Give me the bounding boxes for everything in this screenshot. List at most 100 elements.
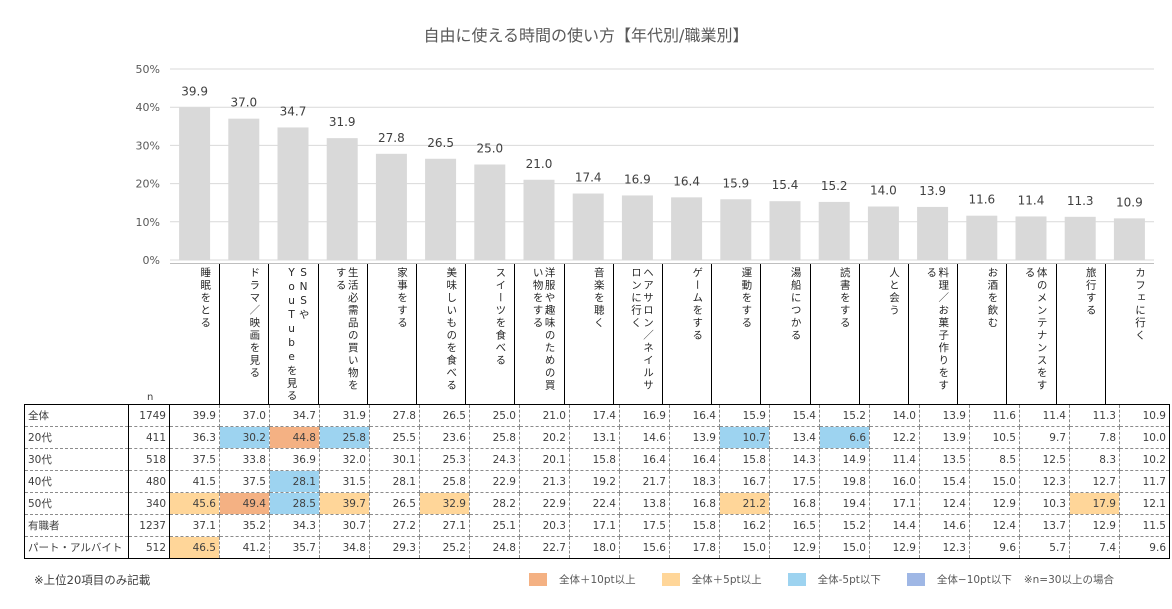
legend-footnote: ※n=30以上の場合 bbox=[1023, 574, 1114, 586]
table-cell: 9.6 bbox=[969, 536, 1020, 559]
category-label: 美味しいものを食べる bbox=[416, 264, 465, 405]
category-label: お酒を飲む bbox=[957, 264, 1006, 405]
bar bbox=[769, 201, 801, 260]
category-label-text: 運動をする bbox=[740, 267, 753, 330]
table-cell: 27.1 bbox=[419, 514, 470, 537]
bar-value-label: 11.3 bbox=[1067, 194, 1094, 208]
y-tick-label: 10% bbox=[136, 216, 160, 229]
table-cell: 14.3 bbox=[769, 448, 820, 471]
table-cell: 22.7 bbox=[519, 536, 570, 559]
table-cell: 20.1 bbox=[519, 448, 570, 471]
category-label-text: ヘアサロン／ネイルサロンに行く bbox=[629, 267, 654, 392]
table-cell: 25.1 bbox=[469, 514, 520, 537]
table-cell: 17.5 bbox=[619, 514, 670, 537]
category-label: ゲームをする bbox=[662, 264, 711, 405]
category-label: 読書をする bbox=[809, 264, 859, 405]
table-cell: 37.1 bbox=[169, 514, 220, 537]
legend-label: 全体−10pt以下 bbox=[936, 574, 1012, 586]
table-cell: 46.5 bbox=[169, 536, 220, 559]
bar bbox=[326, 138, 358, 260]
table-cell: 21.3 bbox=[519, 470, 570, 493]
bar bbox=[1064, 216, 1096, 260]
table-cell: 25.3 bbox=[419, 448, 470, 471]
bar bbox=[277, 127, 309, 260]
table-cell: 15.8 bbox=[669, 514, 720, 537]
table-row: 30代 518 37.5 33.8 36.9 32.0 30.1 25.3 24.3 20.1 15… bbox=[24, 448, 1170, 471]
table-cell: 32.9 bbox=[419, 492, 470, 515]
bar bbox=[474, 164, 506, 260]
y-tick-label: 40% bbox=[136, 101, 160, 114]
table-cell: 15.8 bbox=[719, 448, 770, 471]
bar-chart: 0% 10% 20% 30% 40% 50% 39.9 37.0 34.7 31.9 27.8 26.… bbox=[136, 63, 1154, 267]
table-cell: 25.5 bbox=[369, 426, 420, 449]
table-cell: 13.1 bbox=[569, 426, 620, 449]
category-label-text: 体のメンテナンスをする bbox=[1023, 267, 1048, 392]
table-cell: 19.4 bbox=[819, 492, 870, 515]
table-cell: 8.3 bbox=[1069, 448, 1120, 471]
row-n: 340 bbox=[128, 492, 170, 515]
table-cell: 36.9 bbox=[269, 448, 320, 471]
table-cell: 17.5 bbox=[769, 470, 820, 493]
table-cell: 15.0 bbox=[969, 470, 1020, 493]
chart-title: 自由に使える時間の使い方【年代別/職業別】 bbox=[423, 26, 749, 45]
table-cell: 17.4 bbox=[569, 404, 620, 427]
table-cell: 26.5 bbox=[369, 492, 420, 515]
bar-value-label: 37.0 bbox=[230, 96, 257, 110]
category-label-text: 美味しいものを食べる bbox=[445, 267, 458, 392]
bar bbox=[671, 197, 703, 260]
table-cell: 34.8 bbox=[319, 536, 370, 559]
category-label: 音楽を聴く bbox=[563, 264, 613, 405]
bar-value-label: 10.9 bbox=[1116, 195, 1143, 209]
row-label: パート・アルバイト bbox=[24, 536, 129, 559]
table-row: パート・アルバイト 512 46.5 41.2 35.7 34.8 29.3 25.2 24.8… bbox=[24, 536, 1170, 559]
row-n: 518 bbox=[128, 448, 170, 471]
table-row: 20代 411 36.3 30.2 44.8 25.8 25.5 23.6 25.8 20.2 13… bbox=[24, 426, 1170, 449]
table-cell: 6.6 bbox=[819, 426, 870, 449]
y-tick-label: 20% bbox=[136, 178, 160, 191]
table-cell: 12.4 bbox=[969, 514, 1020, 537]
table-cell: 35.7 bbox=[269, 536, 320, 559]
bar bbox=[867, 206, 899, 260]
bar-value-label: 27.8 bbox=[378, 131, 405, 145]
row-label: 20代 bbox=[24, 426, 129, 449]
table-cell: 7.8 bbox=[1069, 426, 1120, 449]
bar bbox=[966, 215, 998, 260]
category-label: 運動をする bbox=[711, 264, 760, 405]
bar-value-label: 11.6 bbox=[968, 193, 995, 207]
table-cell: 16.8 bbox=[669, 492, 720, 515]
table-row: 全体 1749 39.9 37.0 34.7 31.9 27.8 26.5 25.0 21.0 17… bbox=[24, 404, 1170, 427]
table-row: 有職者 1237 37.1 35.2 34.3 30.7 27.2 27.1 25.1 20.3 1… bbox=[24, 514, 1170, 537]
table-cell: 24.3 bbox=[469, 448, 520, 471]
category-label-text: 人と会う bbox=[887, 267, 900, 317]
table-cell: 34.7 bbox=[269, 404, 320, 427]
bar bbox=[818, 201, 850, 260]
table-cell: 14.0 bbox=[869, 404, 920, 427]
table-cell: 13.9 bbox=[919, 404, 970, 427]
category-label: 洋服や趣味のための買い物をする bbox=[514, 264, 563, 405]
table-cell: 21.7 bbox=[619, 470, 670, 493]
table-cell: 8.5 bbox=[969, 448, 1020, 471]
table-cell: 26.5 bbox=[419, 404, 470, 427]
bar-value-label: 15.2 bbox=[821, 179, 848, 193]
table-row: 40代 480 41.5 37.5 28.1 31.5 28.1 25.8 22.9 21.3 19… bbox=[24, 470, 1170, 493]
legend-item: 全体＋5pt以上 bbox=[661, 572, 762, 587]
table-cell: 12.9 bbox=[869, 536, 920, 559]
table-cell: 11.3 bbox=[1069, 404, 1120, 427]
legend-item: 全体-5pt以下 bbox=[787, 572, 881, 587]
table-cell: 17.9 bbox=[1069, 492, 1120, 515]
table-cell: 27.2 bbox=[369, 514, 420, 537]
table-cell: 12.3 bbox=[919, 536, 970, 559]
bar bbox=[1113, 218, 1145, 260]
table-cell: 21.0 bbox=[519, 404, 570, 427]
table-cell: 13.8 bbox=[619, 492, 670, 515]
category-label-text: ドラマ／映画を見る bbox=[248, 267, 261, 380]
y-tick-label: 50% bbox=[136, 63, 160, 76]
bar bbox=[1015, 216, 1047, 260]
bar bbox=[523, 179, 555, 260]
table-cell: 10.7 bbox=[719, 426, 770, 449]
table-cell: 15.8 bbox=[569, 448, 620, 471]
table-cell: 16.9 bbox=[619, 404, 670, 427]
table-cell: 22.9 bbox=[469, 470, 520, 493]
bar-value-label: 15.9 bbox=[722, 176, 749, 190]
table-cell: 15.0 bbox=[819, 536, 870, 559]
